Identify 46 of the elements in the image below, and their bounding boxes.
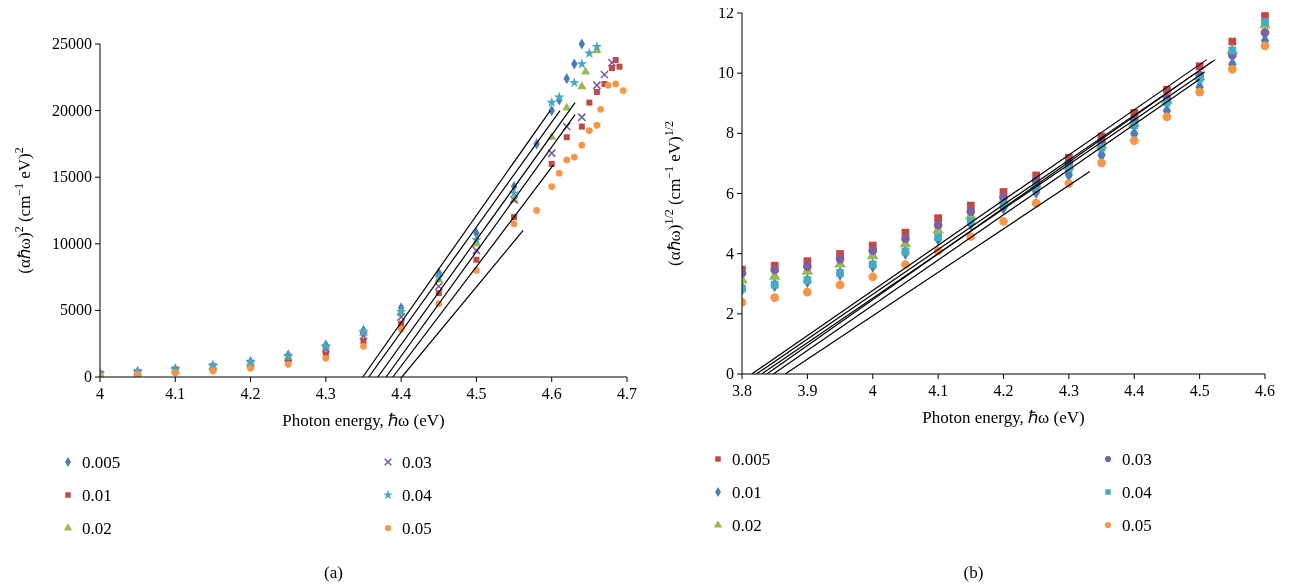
x-tick-label: 4.3 bbox=[1058, 382, 1079, 399]
y-tick-label: 25000 bbox=[52, 35, 92, 52]
text: (b) bbox=[963, 563, 984, 582]
legend-label: 0.03 bbox=[402, 453, 432, 472]
y-tick-label: 0 bbox=[726, 365, 734, 382]
x-axis-title: Photon energy, ℏω (eV) bbox=[282, 411, 445, 430]
x-tick-label: 3.8 bbox=[732, 382, 752, 399]
legend-label: 0.05 bbox=[402, 519, 432, 538]
legend-label: 0.04 bbox=[402, 486, 433, 505]
legend-label: 0.01 bbox=[732, 483, 762, 502]
legend-label: 0.01 bbox=[82, 486, 112, 505]
x-tick-label: 4 bbox=[96, 385, 104, 402]
legend-label: 0.04 bbox=[1122, 483, 1153, 502]
y-tick-label: 20000 bbox=[52, 101, 92, 119]
x-tick-label: 4 bbox=[868, 382, 877, 399]
x-tick-label: 4.5 bbox=[466, 385, 487, 402]
y-tick-label: 10 bbox=[718, 64, 734, 82]
x-tick-label: 4.1 bbox=[165, 385, 186, 402]
x-tick-label: 4.6 bbox=[541, 385, 562, 402]
x-tick-label: 3.9 bbox=[797, 382, 818, 399]
y-tick-label: 5000 bbox=[60, 301, 92, 319]
y-tick-label: 8 bbox=[726, 124, 734, 142]
text: (a) bbox=[324, 563, 343, 582]
legend-label: 0.02 bbox=[732, 516, 762, 535]
x-tick-label: 4.5 bbox=[1189, 382, 1210, 399]
x-axis-title: Photon energy, ℏω (eV) bbox=[922, 408, 1085, 427]
x-tick-label: 4.2 bbox=[993, 382, 1014, 399]
legend-label: 0.05 bbox=[1122, 516, 1152, 535]
y-tick-label: 10000 bbox=[52, 234, 92, 252]
x-tick-label: 4.4 bbox=[391, 385, 412, 402]
x-tick-label: 4.2 bbox=[240, 385, 261, 402]
y-tick-label: 15000 bbox=[52, 168, 92, 186]
x-tick-label: 4.3 bbox=[315, 385, 336, 402]
x-tick-label: 4.1 bbox=[928, 382, 949, 399]
x-tick-label: 4.7 bbox=[617, 385, 637, 402]
y-tick-label: 0 bbox=[84, 368, 92, 385]
legend-label: 0.03 bbox=[1122, 450, 1152, 469]
legend-label: 0.02 bbox=[82, 519, 112, 538]
x-tick-label: 4.6 bbox=[1255, 382, 1275, 399]
x-tick-label: 4.4 bbox=[1124, 382, 1145, 399]
y-tick-label: 6 bbox=[726, 184, 734, 202]
y-tick-label: 2 bbox=[726, 304, 734, 322]
legend-label: 0.005 bbox=[82, 453, 121, 472]
legend-label: 0.005 bbox=[732, 450, 771, 469]
y-tick-label: 12 bbox=[718, 4, 734, 21]
y-tick-label: 4 bbox=[726, 244, 734, 262]
